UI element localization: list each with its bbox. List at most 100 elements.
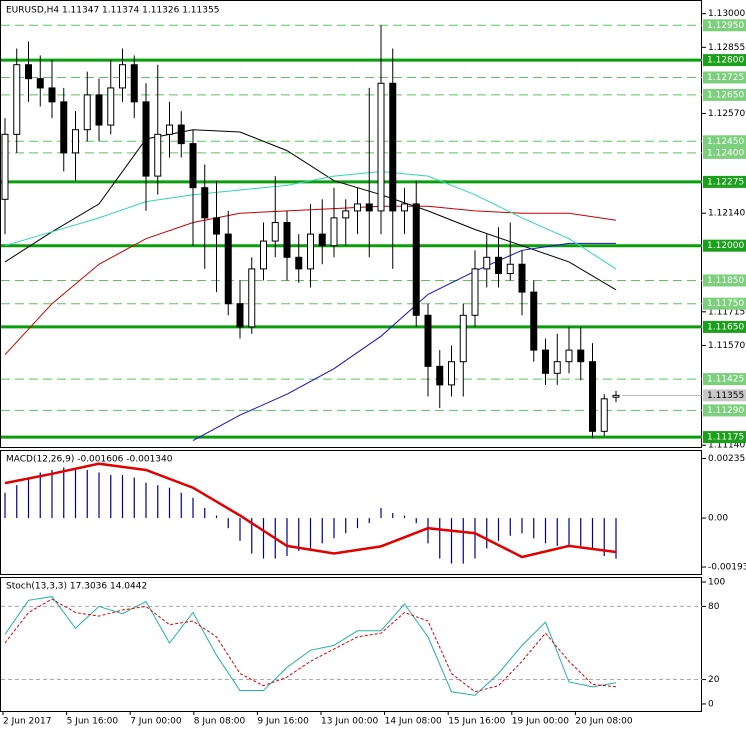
plot-layer: 1.13000 1.12855 1.12570 1.12140 1.11715 1.115… bbox=[1, 9, 746, 727]
candle-body bbox=[95, 94, 103, 126]
candle-body bbox=[459, 314, 467, 363]
candle-body bbox=[213, 217, 220, 235]
candle-body bbox=[377, 82, 385, 212]
candle-body bbox=[236, 303, 244, 328]
candle-body bbox=[553, 361, 561, 374]
level-label-box bbox=[703, 373, 746, 386]
candle-body bbox=[542, 349, 549, 374]
candle-body bbox=[401, 203, 408, 212]
candle-body bbox=[130, 64, 138, 103]
candle-body bbox=[201, 187, 209, 219]
candle-body bbox=[283, 221, 291, 258]
level-label-box bbox=[703, 135, 746, 148]
candle-body bbox=[330, 217, 338, 247]
level-label-box bbox=[703, 175, 746, 188]
y-tick-label: 80 bbox=[708, 602, 720, 612]
y-tick-label: 1.12570 bbox=[708, 109, 745, 119]
level-label: 1.12000 bbox=[707, 241, 744, 251]
y-tick-label: 1.11570 bbox=[708, 341, 745, 351]
y-tick-label: 1.11140 bbox=[708, 441, 745, 451]
candle-body bbox=[318, 233, 326, 247]
candle-body bbox=[365, 203, 373, 212]
y-tick-label: 1.12855 bbox=[708, 43, 745, 53]
candle-body bbox=[119, 64, 126, 89]
y-tick-label: 1.11715 bbox=[708, 307, 745, 317]
candle-body bbox=[36, 78, 44, 89]
candle-body bbox=[448, 361, 455, 386]
level-label: 1.12450 bbox=[707, 137, 744, 147]
x-tick-label: 2 Jun 2017 bbox=[3, 717, 51, 727]
candle-body bbox=[342, 210, 350, 219]
level-label-box bbox=[703, 431, 746, 444]
x-tick-label: 7 Jun 00:00 bbox=[130, 717, 182, 727]
candle-body bbox=[612, 394, 620, 398]
level-label: 1.12800 bbox=[707, 56, 744, 66]
candle-body bbox=[307, 233, 314, 270]
y-tick-label: 20 bbox=[708, 675, 720, 685]
candle-body bbox=[83, 94, 91, 131]
x-tick-label: 19 Jun 00:00 bbox=[512, 717, 569, 727]
stoch-line bbox=[4, 598, 617, 693]
price-title: EURUSD,H4 1.11347 1.11374 1.11326 1.1135… bbox=[6, 6, 219, 16]
candle-body bbox=[260, 240, 267, 270]
level-label: 1.11175 bbox=[707, 433, 744, 443]
y-tick-label: 0.00 bbox=[708, 514, 728, 524]
moving-average bbox=[4, 170, 617, 270]
candle-body bbox=[166, 124, 173, 135]
candle-body bbox=[530, 291, 538, 351]
level-label-box bbox=[703, 239, 746, 252]
candle-body bbox=[518, 263, 526, 293]
level-label: 1.12400 bbox=[707, 148, 744, 158]
candle-body bbox=[424, 314, 432, 367]
x-tick-label: 14 Jun 08:00 bbox=[385, 717, 442, 727]
candle-body bbox=[436, 365, 444, 386]
level-label: 1.12725 bbox=[707, 73, 744, 83]
macd-signal bbox=[4, 462, 617, 559]
level-label-box bbox=[703, 71, 746, 84]
x-tick-label: 5 Jun 16:00 bbox=[67, 717, 119, 727]
level-label-box bbox=[703, 88, 746, 101]
candle-body bbox=[483, 256, 491, 270]
candle-body bbox=[471, 268, 479, 316]
level-label: 1.11290 bbox=[707, 406, 744, 416]
level-label: 1.12275 bbox=[707, 177, 744, 187]
candle-body bbox=[154, 133, 162, 177]
level-label-box bbox=[703, 320, 746, 333]
x-tick-label: 9 Jun 16:00 bbox=[257, 717, 309, 727]
candle-body bbox=[13, 64, 21, 135]
macd-panel bbox=[0, 450, 702, 575]
candle-body bbox=[600, 398, 608, 432]
candle-body bbox=[412, 203, 420, 316]
candle-body bbox=[271, 221, 279, 242]
x-tick-label: 15 Jun 16:00 bbox=[448, 717, 505, 727]
candle-body bbox=[506, 263, 514, 275]
candle-body bbox=[389, 82, 397, 212]
level-label: 1.12650 bbox=[707, 90, 744, 100]
candle-body bbox=[354, 203, 361, 212]
candle-body bbox=[495, 256, 502, 275]
level-label-box bbox=[703, 404, 746, 417]
level-label-box bbox=[703, 19, 746, 32]
x-tick-label: 8 Jun 08:00 bbox=[194, 717, 246, 727]
level-label-box bbox=[703, 146, 746, 159]
candle-body bbox=[577, 349, 585, 363]
y-tick-label: 1.13000 bbox=[708, 9, 745, 19]
candle-body bbox=[72, 129, 79, 154]
candle-body bbox=[142, 101, 150, 177]
candle-body bbox=[107, 87, 115, 126]
y-tick-label: -0.001935 bbox=[708, 563, 746, 573]
current-price-box bbox=[703, 389, 746, 402]
candle-body bbox=[25, 64, 32, 80]
level-label: 1.11650 bbox=[707, 322, 744, 332]
macd-title: MACD(12,26,9) -0.001606 -0.001340 bbox=[6, 455, 173, 465]
candle-body bbox=[224, 233, 232, 305]
price-panel bbox=[0, 0, 702, 448]
stoch-line bbox=[4, 596, 617, 696]
level-label: 1.12950 bbox=[707, 21, 744, 31]
level-label: 1.11750 bbox=[707, 299, 744, 309]
x-tick-label: 20 Jun 08:00 bbox=[575, 717, 632, 727]
level-label: 1.11425 bbox=[707, 375, 744, 385]
candle-body bbox=[189, 143, 197, 189]
moving-average bbox=[4, 129, 617, 291]
level-label-box bbox=[703, 274, 746, 287]
